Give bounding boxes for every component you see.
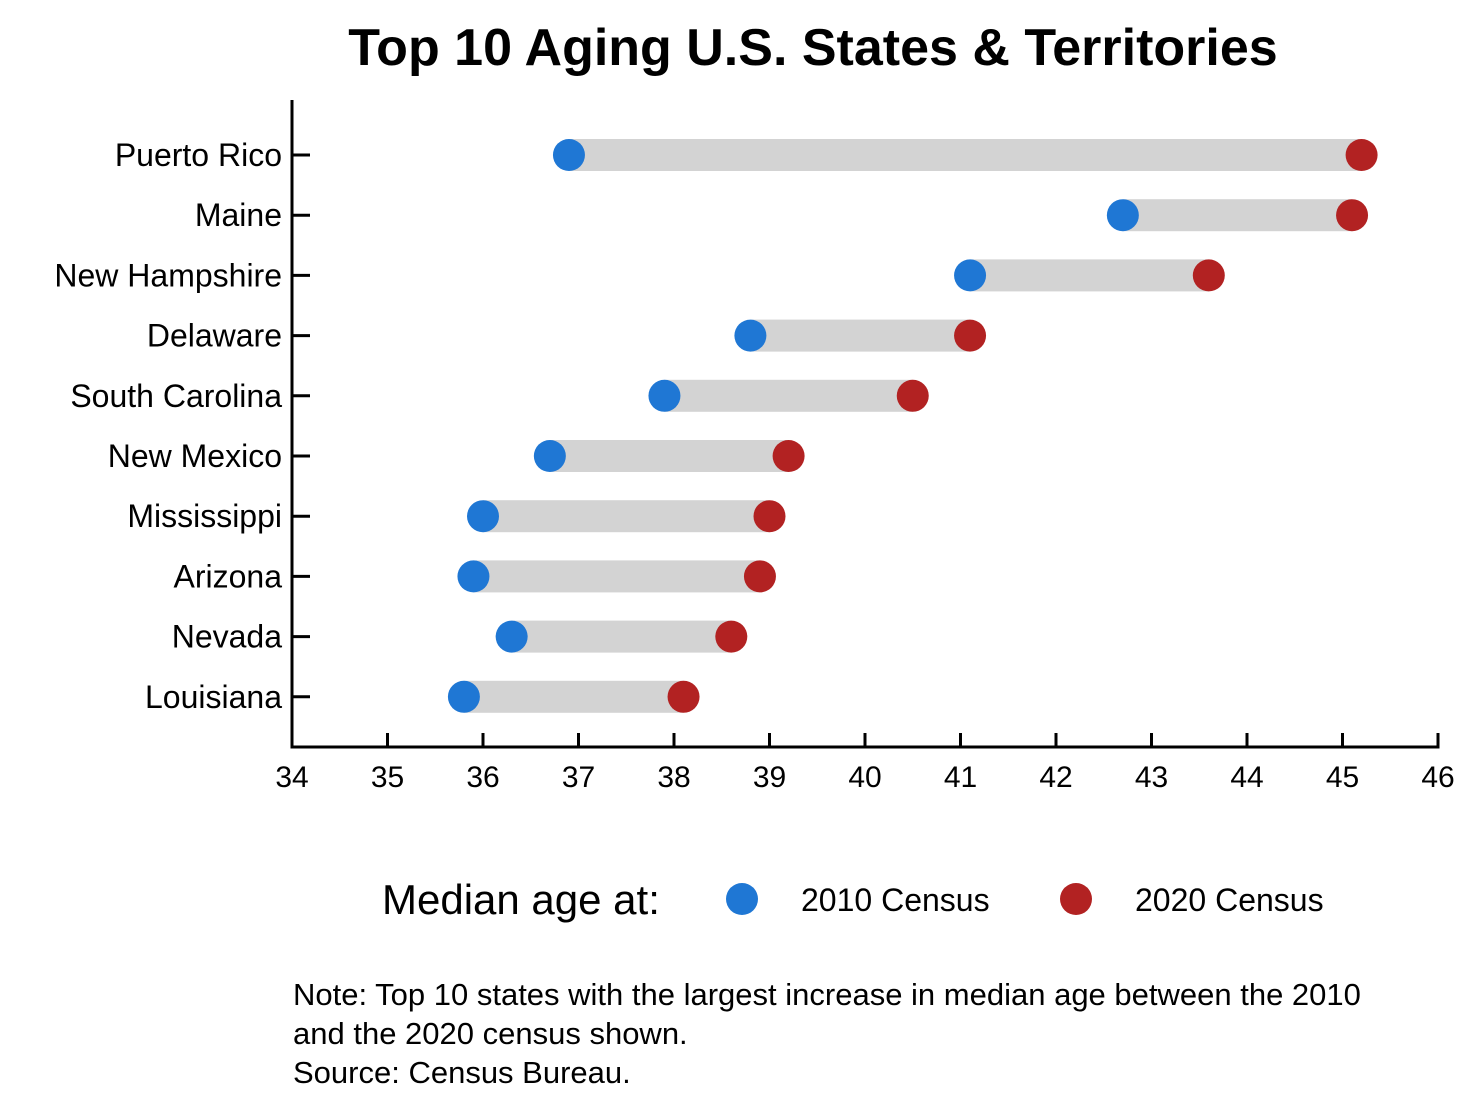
x-tick-label-34: 34 <box>275 761 308 794</box>
x-tick-label-46: 46 <box>1421 761 1454 794</box>
y-label-new-mexico: New Mexico <box>108 438 282 474</box>
x-tick-label-43: 43 <box>1135 761 1168 794</box>
dot-2010-delaware <box>734 319 767 352</box>
dot-2010-south-carolina <box>648 379 681 412</box>
y-label-south-carolina: South Carolina <box>70 378 282 414</box>
chart-note: Note: Top 10 states with the largest inc… <box>293 977 1361 1090</box>
y-label-delaware: Delaware <box>147 318 282 354</box>
dot-2020-arizona <box>743 560 776 593</box>
range-bar-arizona <box>473 560 760 593</box>
dot-2010-mississippi <box>467 500 499 533</box>
range-bar-nevada <box>511 620 732 653</box>
dot-2020-puerto-rico <box>1345 139 1378 171</box>
dot-2020-maine <box>1336 199 1369 232</box>
range-bar-puerto-rico <box>568 139 1362 171</box>
x-tick-label-36: 36 <box>466 761 499 794</box>
x-tick-label-37: 37 <box>562 761 595 794</box>
x-tick-label-42: 42 <box>1039 761 1072 794</box>
dot-2020-nevada <box>715 620 748 653</box>
axes: Puerto Rico Maine New Hampshire Delaware Sou… <box>54 100 1455 794</box>
dot-2010-louisiana <box>447 680 480 713</box>
dot-2020-mississippi <box>753 500 786 533</box>
dot-2010-new-mexico <box>533 440 566 472</box>
dot-2020-new-hampshire <box>1192 259 1225 292</box>
y-label-puerto-rico: Puerto Rico <box>115 137 282 173</box>
dot-2010-arizona <box>457 560 490 593</box>
y-label-mississippi: Mississippi <box>127 498 282 534</box>
note-line-2: and the 2020 census shown. <box>293 1016 688 1051</box>
note-line-1: Note: Top 10 states with the largest inc… <box>293 977 1361 1012</box>
dot-2010-new-hampshire <box>954 259 987 292</box>
x-tick-label-41: 41 <box>944 761 977 794</box>
legend: Median age at: 2010 Census 2020 Census <box>382 876 1324 923</box>
range-bar-maine <box>1122 199 1353 232</box>
y-label-arizona: Arizona <box>174 558 283 594</box>
x-tick-label-40: 40 <box>848 761 881 794</box>
dot-2020-louisiana <box>667 680 700 713</box>
y-label-new-hampshire: New Hampshire <box>54 257 282 293</box>
legend-marker-2020 <box>1060 883 1092 915</box>
range-bar-delaware <box>750 319 971 352</box>
x-tick-label-44: 44 <box>1230 761 1263 794</box>
range-bar-new-hampshire <box>970 259 1209 292</box>
dot-2010-puerto-rico <box>552 139 585 171</box>
dot-2020-delaware <box>954 319 987 352</box>
range-bar-louisiana <box>463 680 684 713</box>
dot-2010-nevada <box>495 620 528 653</box>
y-label-nevada: Nevada <box>172 619 283 655</box>
y-label-louisiana: Louisiana <box>145 679 282 715</box>
legend-label-2020: 2020 Census <box>1135 882 1324 918</box>
x-tick-label-39: 39 <box>753 761 786 794</box>
x-tick-label-38: 38 <box>657 761 690 794</box>
legend-marker-2010 <box>726 883 758 915</box>
x-tick-label-35: 35 <box>371 761 404 794</box>
dot-2020-new-mexico <box>772 440 805 472</box>
legend-title: Median age at: <box>382 876 660 923</box>
y-label-maine: Maine <box>195 197 282 233</box>
range-bar-south-carolina <box>664 379 913 412</box>
dot-2020-south-carolina <box>896 379 929 412</box>
plot-area <box>447 139 1378 713</box>
legend-label-2010: 2010 Census <box>801 882 990 918</box>
x-tick-label-45: 45 <box>1326 761 1359 794</box>
note-line-3: Source: Census Bureau. <box>293 1055 631 1090</box>
dot-2010-maine <box>1106 199 1139 232</box>
range-bar-new-mexico <box>549 440 789 472</box>
range-bar-mississippi <box>483 500 770 533</box>
chart-title: Top 10 Aging U.S. States & Territories <box>348 19 1277 77</box>
